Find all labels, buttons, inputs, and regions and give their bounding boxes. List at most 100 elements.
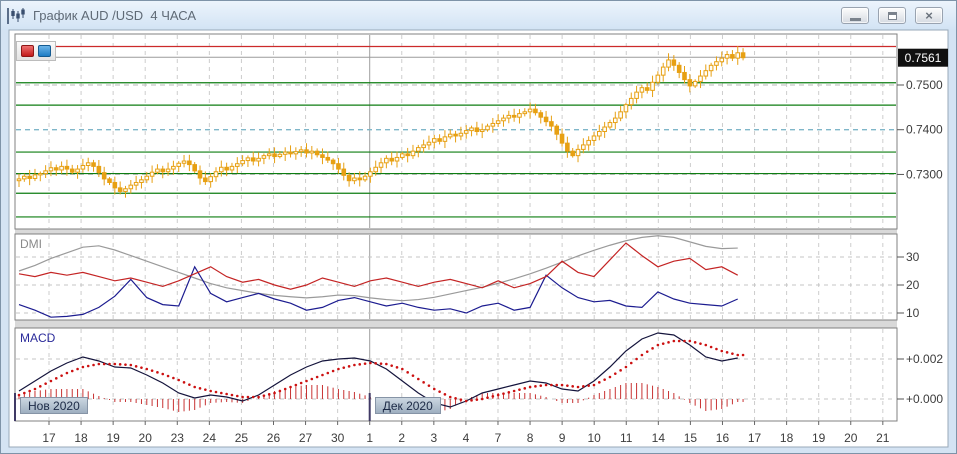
restore-icon [887, 11, 897, 20]
title-bar[interactable]: График AUD /USD 4 ЧАСА × [1, 1, 956, 30]
candle-body [394, 156, 400, 162]
candle-body [527, 108, 533, 113]
day-label: 21 [876, 431, 890, 445]
macd-signal-dot [150, 369, 154, 372]
price-axis-label: 0.7300 [906, 167, 943, 181]
candle-body [458, 132, 464, 137]
macd-signal-dot [220, 391, 223, 395]
macd-signal-dot [603, 378, 606, 381]
candle-body [431, 138, 437, 143]
macd-signal-dot [92, 363, 95, 367]
candle-body [389, 157, 394, 162]
candle-body [314, 150, 320, 156]
restore-button[interactable] [878, 7, 906, 24]
price-axis-label: 0.7500 [906, 78, 943, 92]
day-label: 17 [42, 431, 56, 445]
macd-signal-dot [70, 369, 74, 373]
macd-signal-dot [688, 339, 692, 343]
macd-signal-dot [640, 353, 644, 357]
candle-body [698, 75, 703, 82]
macd-signal-dot [731, 352, 734, 355]
macd-signal-dot [257, 395, 260, 399]
day-label: 2 [398, 431, 405, 445]
chart-toolbar [16, 41, 56, 61]
candle-body [27, 175, 32, 179]
candle-body [80, 164, 86, 170]
candle-body [192, 164, 197, 172]
macd-signal-dot [124, 363, 127, 366]
candle-body [676, 64, 682, 73]
candle-body [112, 181, 118, 189]
candle-body [352, 177, 357, 182]
day-label: 19 [812, 431, 826, 445]
dmi-adx-line [18, 235, 738, 302]
macd-signal-dot [235, 394, 239, 398]
macd-signal-dot [369, 361, 372, 365]
candle-body [139, 179, 144, 183]
candle-body [687, 79, 693, 87]
macd-signal-dot [528, 385, 532, 389]
candle-body [91, 162, 96, 167]
macd-signal-dot [592, 383, 596, 387]
close-button[interactable]: × [915, 7, 943, 24]
macd-signal-dot [209, 389, 212, 393]
candle-body [543, 116, 549, 123]
candle-body [719, 57, 725, 63]
macd-signal-dot [683, 339, 686, 343]
candle-body [219, 166, 224, 173]
macd-signal-dot [438, 390, 441, 393]
day-label: 1 [366, 431, 373, 445]
macd-signal-dot [544, 383, 548, 387]
candle-body [735, 52, 741, 59]
macd-signal-dot [166, 374, 170, 378]
candle-body [304, 149, 309, 154]
macd-signal-dot [443, 393, 447, 396]
macd-signal-dot [86, 364, 90, 368]
day-label: 23 [171, 431, 185, 445]
macd-signal-dot [464, 399, 468, 403]
macd-signal-dot [656, 343, 660, 347]
candle-body [597, 131, 602, 137]
macd-signal-dot [571, 385, 574, 388]
blue-marker-button[interactable] [38, 45, 51, 57]
close-icon: × [925, 7, 933, 23]
day-label: 20 [844, 431, 858, 445]
candle-body [575, 148, 581, 157]
macd-signal-dot [661, 342, 665, 345]
macd-signal-dot [480, 397, 484, 401]
candle-body [240, 160, 245, 165]
dmi-axis-label: 10 [906, 306, 920, 320]
candle-body [490, 122, 496, 127]
candle-body [708, 64, 714, 72]
candle-body [309, 150, 315, 154]
candle-body [655, 74, 661, 83]
minimize-button[interactable] [841, 7, 869, 24]
candle-body [538, 112, 544, 118]
macd-signal-dot [49, 379, 53, 383]
dmi-minus-di-line [18, 265, 738, 318]
candle-body [346, 174, 352, 182]
macd-signal-dot [241, 395, 244, 399]
macd-signal-dot [491, 395, 495, 398]
macd-signal-dot [294, 383, 298, 387]
candle-body [48, 167, 54, 172]
candle-body [485, 125, 490, 131]
candle-body [559, 133, 565, 144]
macd-signal-dot [385, 362, 388, 366]
candle-body [288, 151, 293, 155]
candle-body [533, 108, 538, 114]
candle-body [250, 157, 256, 162]
candle-body [437, 138, 442, 142]
macd-signal-dot [177, 378, 181, 382]
macd-signal-dot [246, 395, 250, 399]
candle-body [724, 54, 730, 59]
candle-body [59, 165, 64, 171]
candle-body [650, 81, 655, 91]
macd-signal-dot [459, 398, 463, 401]
macd-signal-dot [299, 381, 303, 385]
day-label: 25 [235, 431, 249, 445]
candle-body [511, 114, 517, 118]
red-marker-button[interactable] [21, 45, 34, 57]
dmi-axis-label: 30 [906, 250, 920, 264]
macd-signal-dot [448, 395, 452, 399]
